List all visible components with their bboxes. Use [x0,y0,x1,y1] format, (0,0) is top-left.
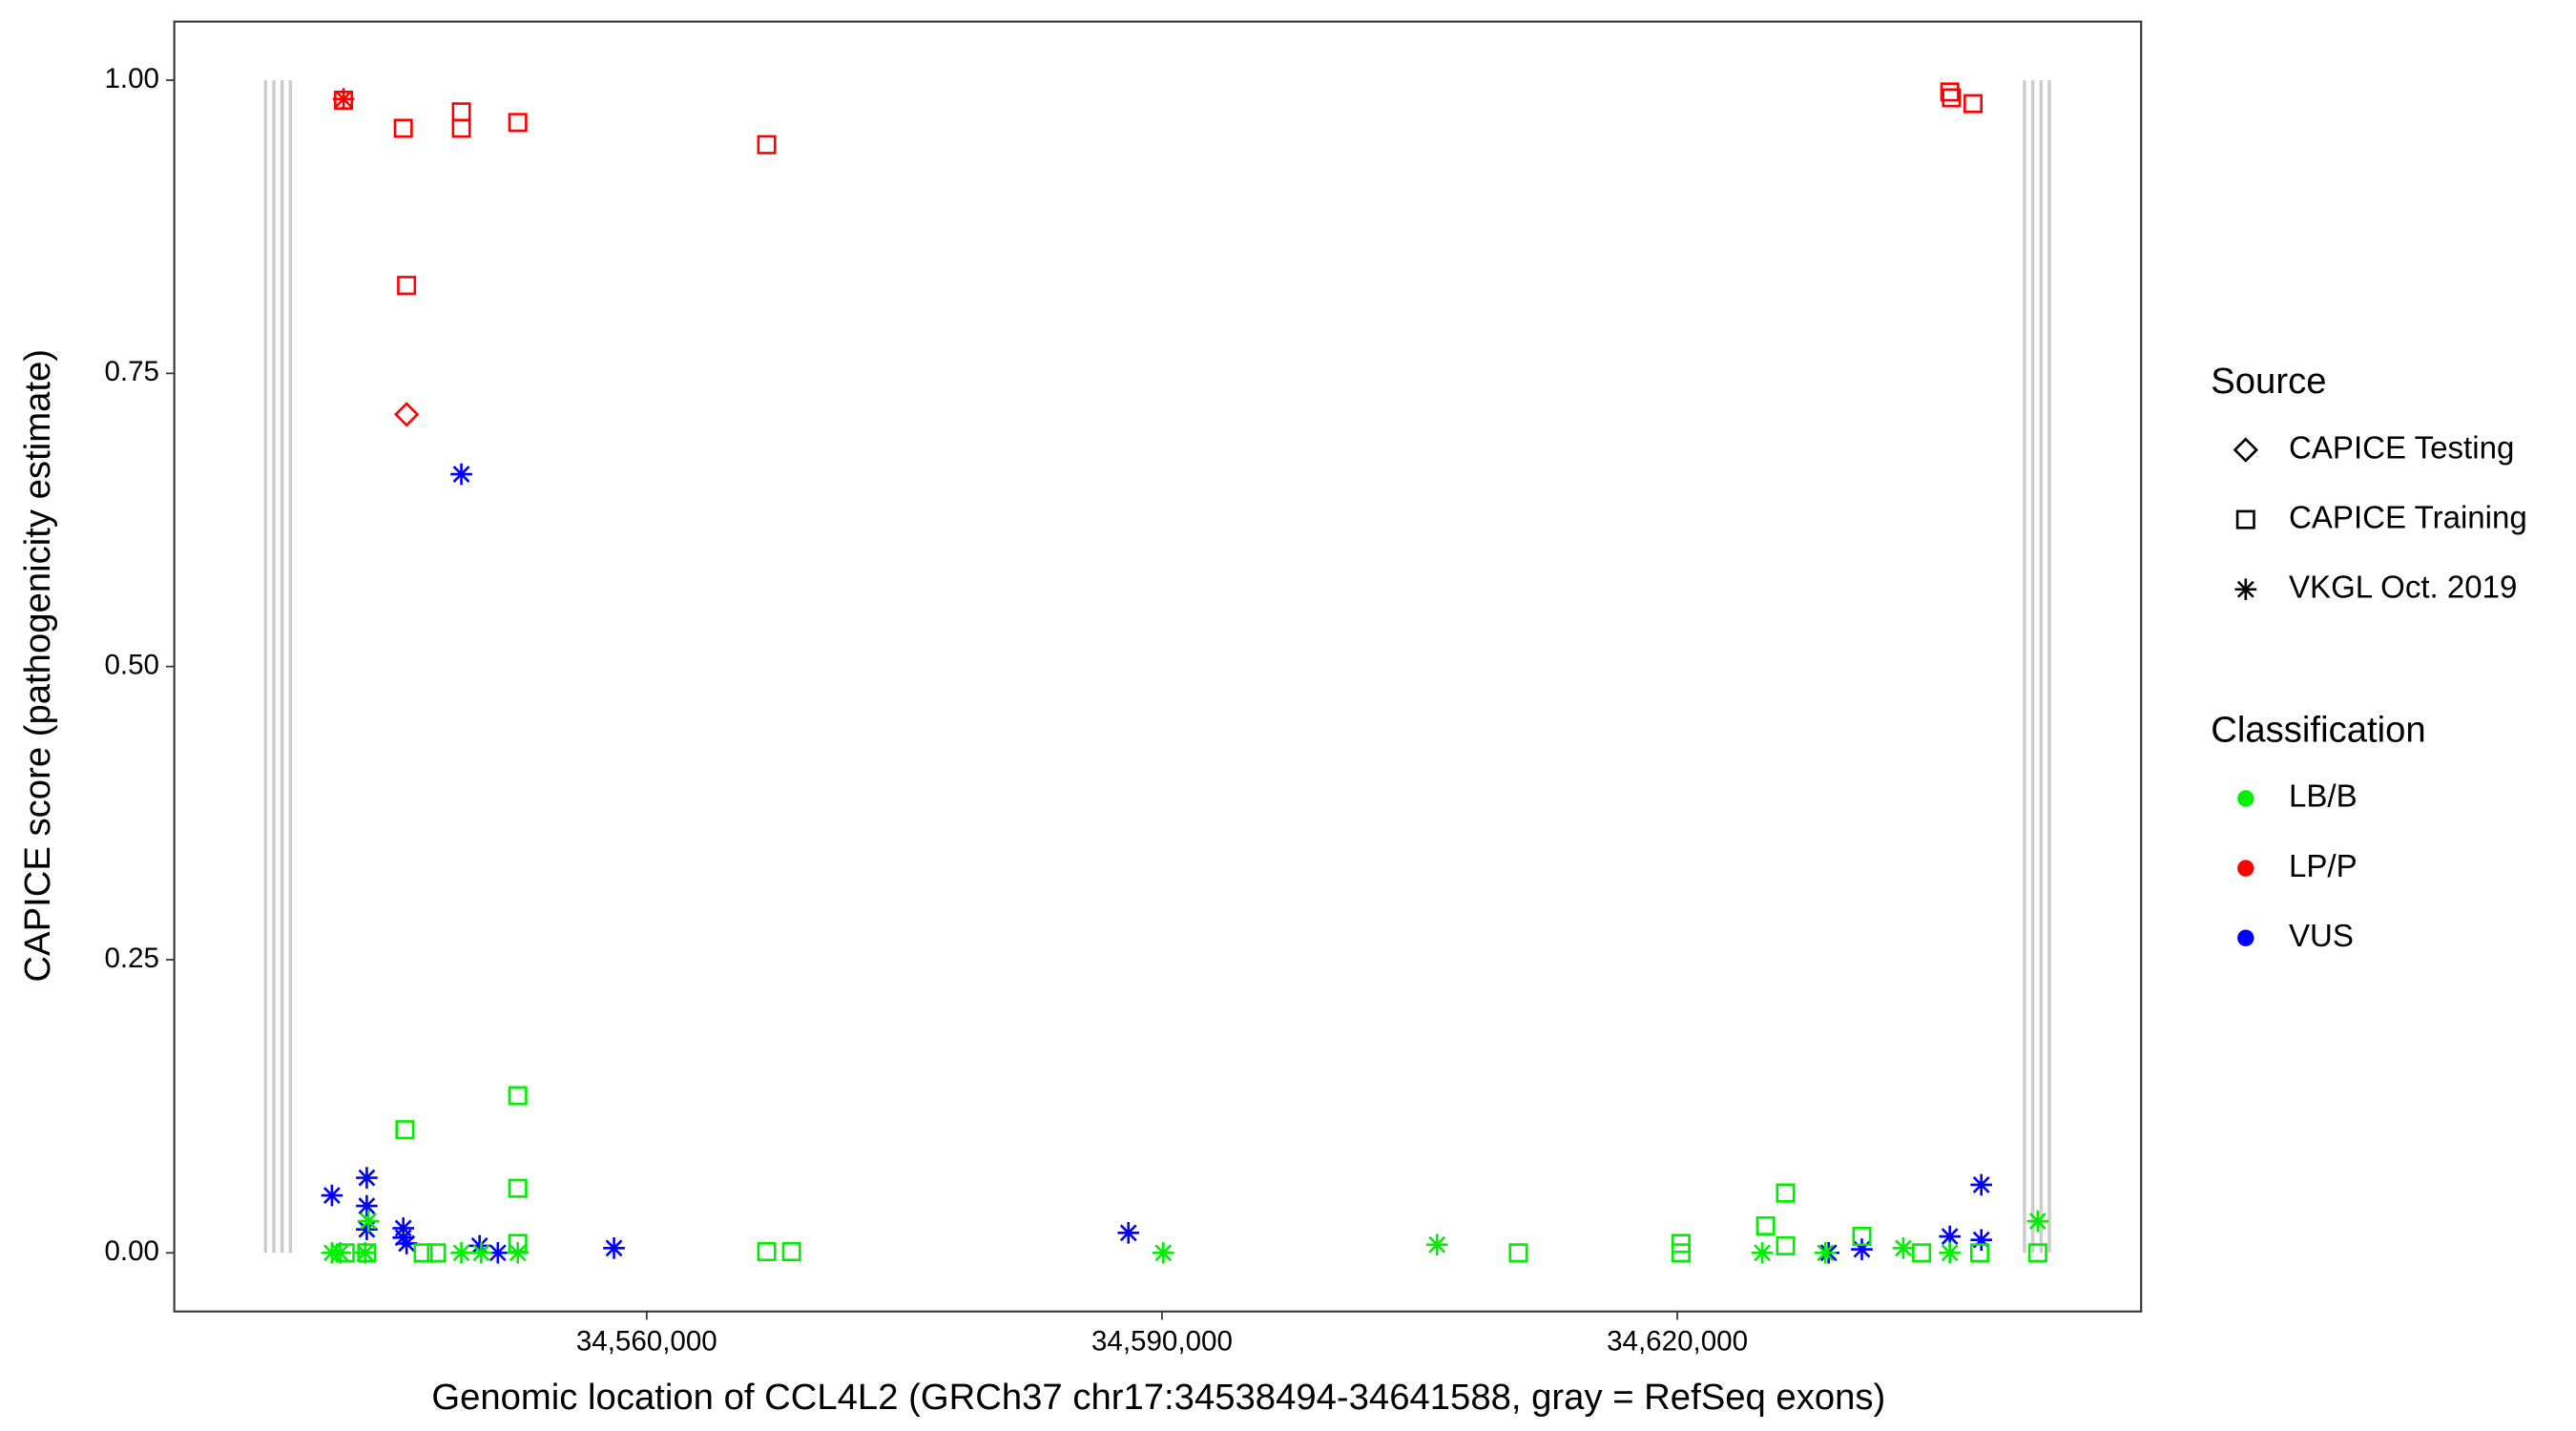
point [1152,1241,1174,1264]
point [395,1120,415,1140]
point [781,1242,801,1262]
x-axis-label: Genomic location of CCL4L2 (GRCh37 chr17… [431,1377,1885,1418]
point [757,1242,777,1262]
point [1912,1243,1932,1263]
point [334,90,354,110]
x-tick-label: 34,620,000 [1607,1326,1748,1358]
point [507,1241,529,1264]
point [357,1210,380,1233]
point [1508,1243,1528,1263]
point [470,1241,492,1264]
y-tick-label: 1.00 [104,63,159,94]
y-tick-label: 0.00 [104,1235,159,1267]
point [508,1086,528,1106]
legend-label: LP/P [2289,849,2358,884]
y-tick-label: 0.50 [104,649,159,680]
point [468,1234,490,1257]
y-tick-label: 0.25 [104,943,159,974]
legend-label: VKGL Oct. 2019 [2289,570,2517,605]
point [1814,1241,1837,1264]
point [508,113,528,133]
legend-symbol [2237,929,2254,946]
legend-label: VUS [2289,919,2354,954]
point [354,1241,377,1264]
point [1892,1237,1915,1259]
point [1942,88,1962,108]
point [2026,1210,2049,1233]
point [1963,93,1984,114]
legend-symbol [2235,509,2255,529]
y-tick-label: 0.75 [104,356,159,387]
point [451,102,471,122]
point [395,1233,418,1255]
legend-symbol [2233,437,2258,463]
legend-label: CAPICE Testing [2289,430,2514,466]
point [757,135,777,155]
legend-symbol [2234,578,2257,601]
point [426,1243,447,1263]
point [451,118,471,138]
point [356,1218,378,1240]
point [487,1241,509,1264]
point [321,1184,343,1207]
point [394,402,420,427]
point [508,1178,528,1198]
point [357,1243,377,1263]
point [1969,1243,1989,1263]
point [392,1226,414,1249]
point [1776,1183,1796,1203]
point [603,1237,625,1259]
y-axis-label: CAPICE score (pathogenicity estimate) [17,349,58,983]
point [1939,1225,1961,1248]
point [1671,1243,1691,1263]
point [393,118,413,138]
point [1751,1241,1774,1264]
legend-label: LB/B [2289,779,2358,815]
point [1852,1227,1872,1247]
point [1776,1235,1796,1255]
x-tick-label: 34,560,000 [576,1326,717,1358]
legend-label: CAPICE Training [2289,500,2527,535]
point [1970,1173,1993,1196]
legend-title: Source [2211,361,2326,402]
point [332,88,355,111]
plot-panel [173,20,2143,1313]
point [2027,1243,2047,1263]
point [1940,82,1960,102]
point [1425,1234,1448,1255]
point [397,276,417,296]
point [356,1194,378,1217]
legend-symbol [2237,860,2254,877]
legend-symbol [2237,790,2254,807]
point [1939,1241,1961,1264]
point [450,463,472,486]
point [1851,1238,1873,1260]
point [329,1241,351,1264]
x-tick-label: 34,590,000 [1091,1326,1233,1358]
legend-title: Classification [2211,710,2425,751]
point [1117,1222,1140,1244]
point [1970,1229,1993,1252]
point [450,1241,472,1264]
point [1755,1215,1776,1235]
point [356,1167,378,1189]
